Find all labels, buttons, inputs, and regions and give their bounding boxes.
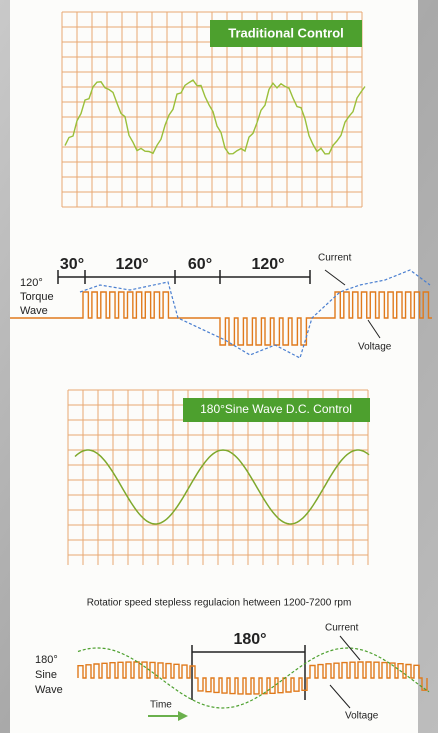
panel [10,0,418,733]
angle: 120° [251,256,284,273]
current-label: Current [318,253,352,264]
panel-label: Traditional Control [228,25,344,40]
voltage-label: Voltage [345,711,379,722]
label-box [183,398,370,422]
current-label: Current [325,623,359,634]
wave-label: 120° [20,277,43,289]
waveform [64,79,366,155]
voltage-wave [77,661,428,695]
time-arrow [148,711,188,721]
angle: 180° [233,631,266,648]
label-box [210,20,362,47]
angle: 60° [188,256,212,273]
current-wave [79,269,431,359]
wave-label: 180° [35,654,58,666]
wave-label: Torque [20,291,54,303]
current-wave [77,647,430,709]
caption: Rotatior speed stepless regulacion hetwe… [87,598,352,609]
wave-label: Wave [35,684,63,696]
voltage-wave [10,291,432,346]
panel-label: 180°Sine Wave D.C. Control [200,402,352,416]
wave-label: Sine [35,669,57,681]
pointer [339,635,361,661]
wave-label: Wave [20,305,48,317]
angle: 30° [60,256,84,273]
time-label: Time [150,700,172,711]
pointer [329,684,351,709]
angle: 120° [115,256,148,273]
pointer [367,319,381,339]
waveform [74,449,370,525]
pointer [324,269,346,286]
bracket [57,270,311,284]
voltage-label: Voltage [358,342,392,353]
